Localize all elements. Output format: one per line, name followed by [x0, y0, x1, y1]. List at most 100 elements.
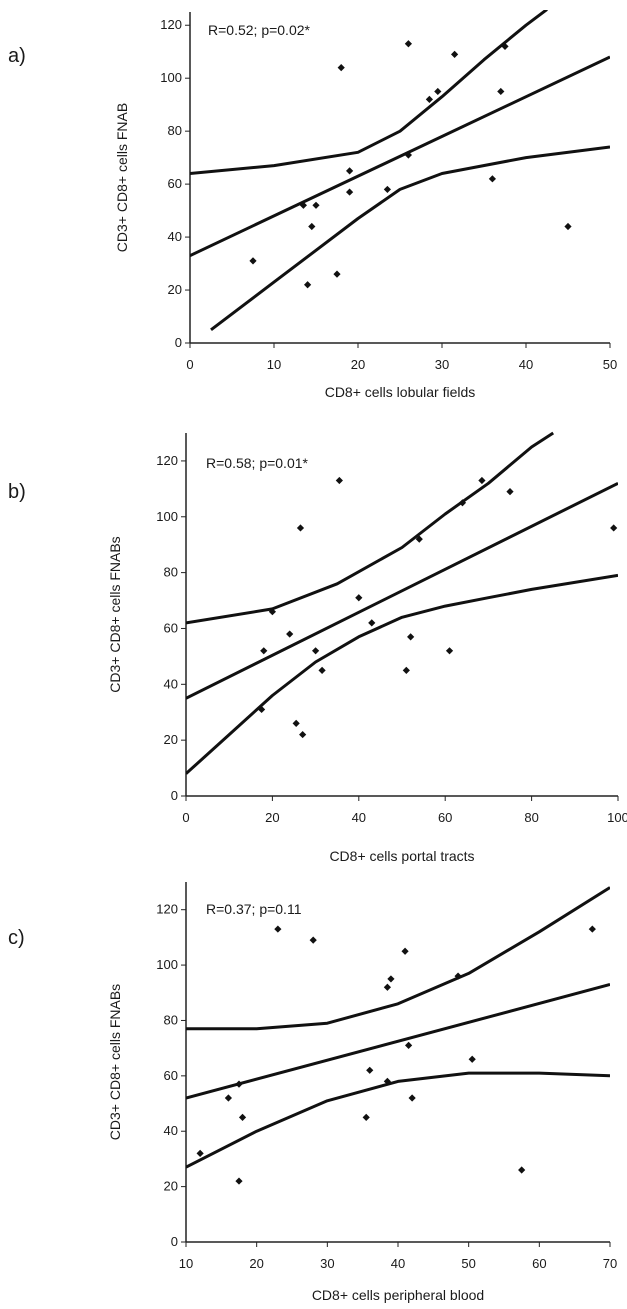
data-point: [468, 1055, 476, 1063]
data-point: [268, 608, 276, 616]
x-tick-label: 0: [186, 357, 193, 372]
y-tick-label: 0: [175, 335, 182, 350]
data-point: [355, 594, 363, 602]
x-tick-label: 0: [182, 810, 189, 825]
data-point: [387, 975, 395, 983]
data-point: [304, 281, 312, 289]
data-point: [488, 175, 496, 183]
y-tick-label: 120: [156, 902, 178, 917]
y-tick-label: 0: [171, 1234, 178, 1249]
y-tick-label: 60: [164, 1068, 178, 1083]
data-point: [402, 666, 410, 674]
x-tick-label: 80: [524, 810, 538, 825]
data-point: [346, 188, 354, 196]
y-axis-title: CD3+ CD8+ cells FNABs: [107, 984, 123, 1140]
y-tick-label: 120: [160, 17, 182, 32]
data-point: [405, 1041, 413, 1049]
y-tick-label: 60: [164, 620, 178, 635]
data-point: [335, 476, 343, 485]
data-point: [292, 719, 300, 727]
y-tick-label: 80: [168, 123, 182, 138]
y-tick-label: 0: [171, 788, 178, 803]
data-point: [318, 666, 326, 674]
stats-annotation: R=0.52; p=0.02*: [208, 22, 311, 38]
x-tick-label: 20: [249, 1256, 263, 1271]
panel-3: c) 10 20 30 40 50 60 70 0 20 40 60 80 100 120 CD8+ cell…: [8, 882, 617, 1303]
data-point: [224, 1094, 232, 1102]
stats-annotation: R=0.37; p=0.11: [206, 901, 302, 917]
data-point: [506, 488, 514, 496]
y-tick-label: 60: [168, 176, 182, 191]
x-axis-title: CD8+ cells portal tracts: [329, 848, 474, 864]
data-point: [312, 647, 320, 655]
y-tick-label: 120: [156, 453, 178, 468]
data-point: [260, 647, 268, 655]
data-point: [401, 947, 409, 955]
data-point: [407, 633, 415, 641]
x-tick-label: 10: [267, 357, 281, 372]
data-point: [445, 647, 454, 655]
confidence-band-upper: [186, 431, 555, 625]
x-axis-title: CD8+ cells lobular fields: [325, 384, 476, 400]
regression-line: [186, 983, 610, 1100]
data-point: [497, 87, 505, 96]
y-tick-label: 40: [164, 1123, 178, 1138]
x-tick-label: 40: [352, 810, 366, 825]
y-tick-label: 40: [164, 676, 178, 691]
data-point: [451, 50, 459, 58]
data-point: [346, 167, 354, 175]
regression-line: [186, 481, 618, 700]
y-axis-title: CD3+ CD8+ cells FNAB: [114, 103, 130, 252]
data-point: [238, 1113, 247, 1121]
y-tick-label: 100: [156, 957, 178, 972]
x-tick-label: 20: [351, 357, 365, 372]
data-point: [235, 1080, 243, 1088]
data-point: [404, 151, 412, 159]
x-tick-label: 30: [435, 357, 449, 372]
data-point: [383, 983, 391, 991]
regression-line: [190, 55, 610, 257]
stats-annotation: R=0.58; p=0.01*: [206, 455, 309, 471]
x-tick-label: 50: [461, 1256, 475, 1271]
x-tick-label: 60: [438, 810, 452, 825]
panel-1: a) 0 10 20 30 40 50 0 20 40 60 80 100 120 CD8+ cells l…: [8, 10, 617, 400]
y-tick-label: 20: [164, 732, 178, 747]
data-point: [249, 257, 257, 265]
data-point: [408, 1094, 416, 1102]
x-tick-label: 50: [603, 357, 617, 372]
y-tick-label: 80: [164, 1012, 178, 1027]
data-point: [434, 87, 442, 96]
y-tick-label: 40: [168, 229, 182, 244]
confidence-band-lower: [210, 145, 610, 331]
data-point: [415, 535, 423, 543]
panel-label: c): [8, 927, 25, 949]
y-tick-label: 100: [156, 509, 178, 524]
x-tick-label: 40: [519, 357, 533, 372]
data-point: [309, 936, 317, 944]
data-point: [383, 185, 391, 194]
data-point: [383, 1077, 391, 1085]
data-point: [286, 630, 294, 638]
confidence-band-lower: [186, 573, 618, 775]
x-tick-label: 30: [320, 1256, 334, 1271]
y-axis-title: CD3+ CD8+ cells FNABs: [107, 536, 123, 692]
data-point: [588, 925, 596, 933]
data-point: [610, 524, 618, 532]
data-point: [458, 499, 467, 507]
y-tick-label: 20: [168, 282, 182, 297]
data-point: [425, 95, 433, 103]
data-point: [454, 972, 462, 980]
data-point: [258, 705, 266, 714]
confidence-band-lower: [186, 1071, 610, 1169]
data-point: [478, 476, 486, 485]
data-point: [312, 201, 320, 209]
data-point: [299, 730, 307, 739]
data-point: [235, 1177, 243, 1185]
data-point: [518, 1166, 526, 1174]
panel-label: a): [8, 45, 26, 67]
data-point: [333, 270, 341, 278]
data-point: [362, 1113, 370, 1121]
data-point: [296, 524, 305, 532]
x-tick-label: 100: [607, 810, 627, 825]
